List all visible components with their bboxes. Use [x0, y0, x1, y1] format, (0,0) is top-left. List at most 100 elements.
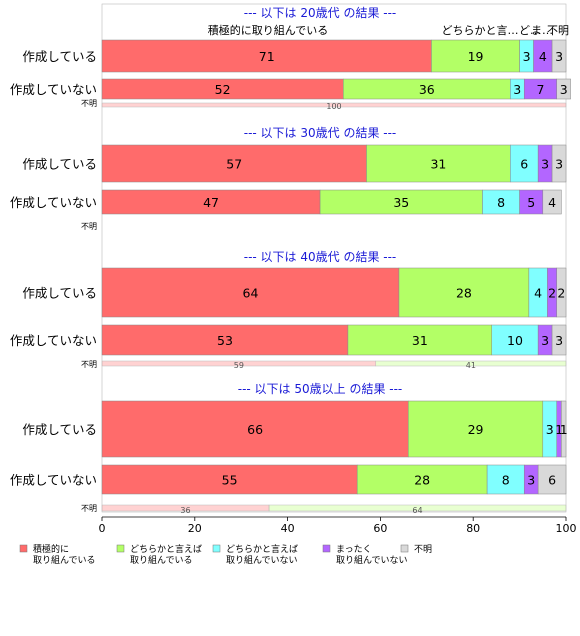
bar-value-label: 53: [217, 333, 233, 348]
unknown-row-label: 不明: [81, 504, 97, 513]
unknown-row-label: 不明: [81, 222, 97, 231]
bar-value-label: 6: [520, 157, 528, 172]
bar-segment: [319, 189, 483, 215]
legend-label: 積極的に: [33, 543, 69, 555]
bar-value-label: 3: [555, 157, 563, 172]
bar-value-label: 52: [215, 82, 231, 97]
bar-value-label: 1: [555, 422, 563, 437]
top-category-label: どちらかと言…: [442, 24, 519, 37]
bar-segment: [542, 189, 562, 215]
bar-segment: [551, 324, 567, 356]
bar-value-label: 4: [548, 195, 556, 210]
bar-segment: [101, 267, 400, 318]
legend-label: 取り組んでいる: [33, 554, 96, 566]
legend-swatch: [400, 544, 409, 553]
bar-segment: [356, 464, 488, 495]
bar-value-label: 36: [419, 82, 435, 97]
row-label: 作成していない: [10, 473, 97, 488]
bar-value-label: 35: [393, 195, 409, 210]
x-tick-label: 40: [281, 522, 295, 535]
row-label: 作成している: [22, 422, 97, 437]
bar-value-label: 8: [502, 473, 510, 488]
top-category-label: ど…: [519, 24, 541, 37]
unknown-bar-segment: [375, 360, 567, 367]
bar-value-label: 3: [546, 422, 554, 437]
bar-value-label: 29: [468, 422, 484, 437]
row-label: 作成している: [22, 49, 97, 64]
bar-segment: [551, 39, 567, 73]
panel-title: --- 以下は 40歳代 の結果 ---: [244, 250, 397, 264]
bar-value-label: 8: [497, 195, 505, 210]
top-category-label: 積極的に取り組んでいる: [208, 23, 328, 37]
bar-value-label: 3: [555, 333, 563, 348]
unknown-row-label: 不明: [81, 99, 97, 108]
bar-segment: [347, 324, 493, 356]
bar-value-label: 4: [539, 49, 547, 64]
legend-label: 取り組んでいる: [130, 554, 193, 566]
x-tick-label: 0: [99, 522, 106, 535]
bar-value-label: 2: [557, 286, 565, 301]
bar-value-label: 28: [456, 286, 472, 301]
bar-segment: [561, 400, 567, 458]
unknown-bar-value-label: 41: [466, 361, 476, 370]
bar-value-label: 6: [548, 473, 556, 488]
top-category-label: ま…: [531, 24, 553, 37]
bar-segment: [556, 78, 571, 100]
bar-value-label: 55: [222, 473, 238, 488]
legend-label: 取り組んでいない: [226, 554, 298, 566]
legend-swatch: [19, 544, 28, 553]
bar-value-label: 5: [527, 195, 535, 210]
legend-label: どちらかと言えば: [130, 543, 202, 555]
bar-value-label: 3: [555, 49, 563, 64]
legend-swatch: [322, 544, 331, 553]
bar-segment: [101, 39, 432, 73]
bar-segment: [556, 267, 567, 318]
bar-value-label: 19: [468, 49, 484, 64]
legend-swatch: [116, 544, 125, 553]
bar-value-label: 31: [412, 333, 428, 348]
bar-value-label: 3: [513, 82, 521, 97]
bar-segment: [101, 324, 349, 356]
bar-segment: [551, 144, 567, 183]
bar-value-label: 10: [507, 333, 523, 348]
bar-segment: [537, 464, 567, 495]
bar-value-label: 3: [541, 157, 549, 172]
legend-swatch: [212, 544, 221, 553]
bar-segment: [398, 267, 530, 318]
bar-value-label: 3: [560, 82, 568, 97]
top-category-label: 不明: [547, 24, 569, 37]
bar-value-label: 3: [541, 333, 549, 348]
unknown-bar-segment: [268, 504, 567, 512]
bar-value-label: 66: [247, 422, 263, 437]
unknown-bar-value-label: 36: [180, 506, 190, 515]
legend-label: どちらかと言えば: [226, 543, 298, 555]
bar-value-label: 71: [259, 49, 275, 64]
bar-value-label: 64: [243, 286, 259, 301]
x-tick-label: 20: [188, 522, 202, 535]
legend-label: 取り組んでいない: [336, 554, 408, 566]
bar-segment: [101, 144, 367, 183]
x-tick-label: 60: [373, 522, 387, 535]
row-label: 作成していない: [10, 82, 97, 97]
bar-segment: [101, 189, 321, 215]
bar-segment: [101, 464, 358, 495]
bar-value-label: 28: [414, 473, 430, 488]
x-tick-label: 100: [556, 522, 577, 535]
bar-value-label: 57: [226, 157, 242, 172]
x-tick-label: 80: [466, 522, 480, 535]
legend-label: まったく: [336, 544, 372, 555]
row-label: 作成していない: [10, 333, 97, 348]
bar-segment: [407, 400, 544, 458]
bar-segment: [431, 39, 520, 73]
panel-title: --- 以下は 20歳代 の結果 ---: [244, 6, 397, 20]
bar-segment: [510, 144, 539, 183]
bar-value-label: 47: [203, 195, 219, 210]
unknown-bar-value-label: 59: [234, 361, 244, 370]
unknown-row-label: 不明: [81, 360, 97, 369]
plot-frame: [101, 3, 567, 513]
bar-value-label: 31: [430, 157, 446, 172]
bar-value-label: 3: [527, 473, 535, 488]
bar-value-label: 3: [523, 49, 531, 64]
row-label: 作成している: [22, 157, 97, 172]
